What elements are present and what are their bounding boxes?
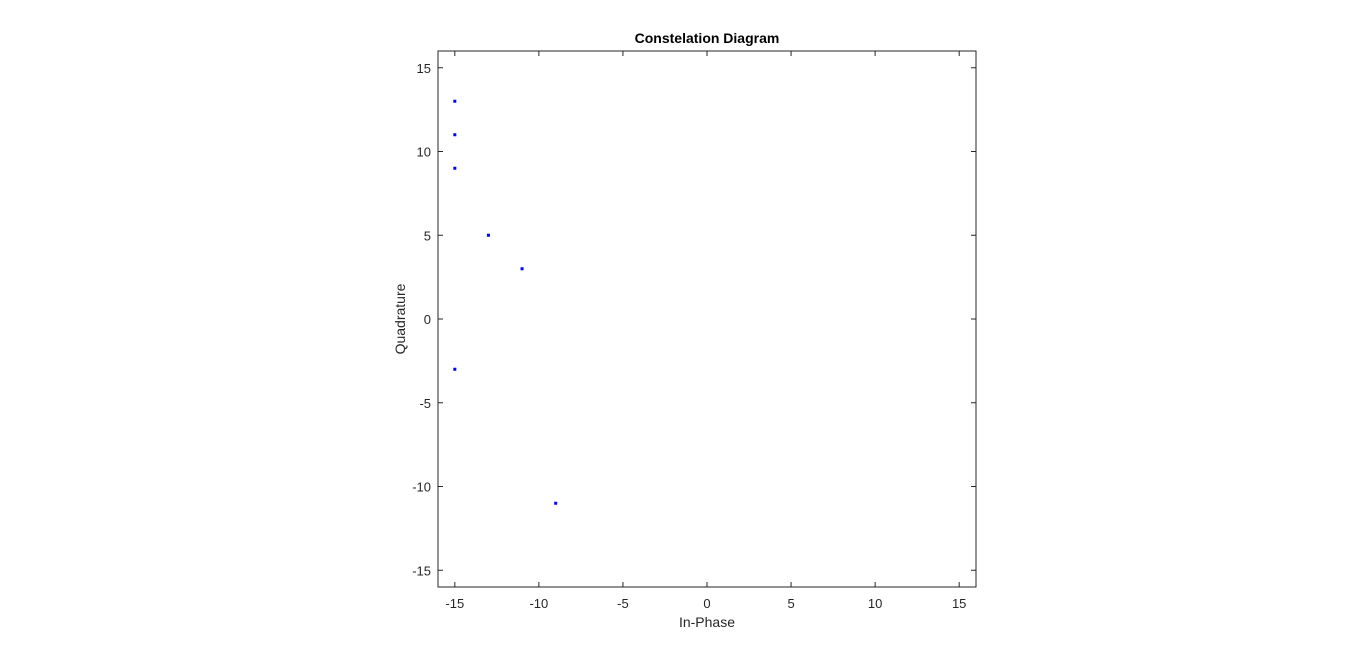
- x-axis-label: In-Phase: [679, 614, 735, 630]
- y-axis-label: Quadrature: [392, 283, 408, 354]
- constellation-point: [520, 267, 524, 271]
- x-tick-label: 15: [952, 596, 966, 611]
- constellation-point: [486, 233, 490, 237]
- y-tick-label: 5: [424, 228, 431, 243]
- x-tick-label: -15: [445, 596, 464, 611]
- constellation-point: [453, 367, 457, 371]
- chart-title: Constelation Diagram: [635, 30, 780, 46]
- constellation-point: [453, 133, 457, 137]
- y-axis-ticks: -15 -10 -5 0 5 10 15: [412, 61, 976, 578]
- axes-box: [437, 50, 977, 588]
- y-tick-label: -5: [419, 396, 431, 411]
- y-tick-label: 10: [417, 145, 431, 160]
- y-tick-label: 15: [417, 61, 431, 76]
- x-tick-label: 0: [703, 596, 710, 611]
- constellation-point: [453, 166, 457, 170]
- x-tick-label: 10: [868, 596, 882, 611]
- constellation-point: [453, 99, 457, 103]
- x-tick-label: -10: [529, 596, 548, 611]
- x-tick-label: -5: [617, 596, 629, 611]
- y-tick-label: -15: [412, 563, 431, 578]
- y-tick-label: 0: [424, 312, 431, 327]
- y-tick-label: -10: [412, 480, 431, 495]
- x-tick-label: 5: [787, 596, 794, 611]
- x-axis-ticks: -15 -10 -5 0 5 10 15: [445, 51, 966, 611]
- plot-area: [437, 50, 977, 588]
- constellation-point: [554, 501, 558, 505]
- scatter-points: [453, 99, 558, 505]
